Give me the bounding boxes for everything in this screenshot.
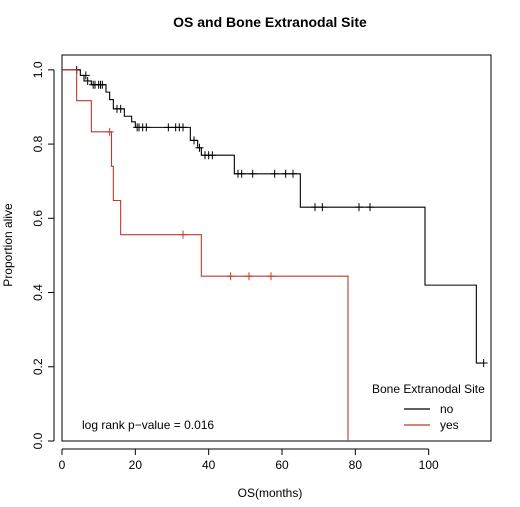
series-layer xyxy=(62,65,488,441)
y-tick-label: 0.8 xyxy=(31,135,45,152)
censor-mark-yes xyxy=(179,230,187,239)
y-tick-label: 0.4 xyxy=(31,284,45,301)
censor-mark-yes xyxy=(245,272,253,281)
log-rank-annotation: log rank p−value = 0.016 xyxy=(82,418,214,432)
censor-mark-no xyxy=(81,71,90,80)
censor-mark-no xyxy=(116,104,125,113)
legend-label-yes: yes xyxy=(440,418,459,432)
censor-mark-yes xyxy=(105,127,114,136)
legend-title: Bone Extranodal Site xyxy=(372,382,485,396)
censor-mark-yes xyxy=(226,272,235,281)
survival-curve-no xyxy=(62,69,484,364)
y-tick-label: 0.0 xyxy=(31,432,45,449)
censor-mark-no xyxy=(190,136,198,145)
y-tick-label: 0.6 xyxy=(31,210,45,227)
censor-mark-no xyxy=(479,359,488,368)
x-tick-label: 0 xyxy=(59,458,66,472)
censor-mark-no xyxy=(355,203,363,212)
censor-mark-no xyxy=(142,123,151,132)
censor-mark-no xyxy=(195,143,204,152)
x-tick-label: 40 xyxy=(202,458,216,472)
y-tick-label: 1.0 xyxy=(31,61,45,78)
censor-mark-no xyxy=(311,203,319,212)
x-tick-label: 60 xyxy=(275,458,289,472)
censor-mark-no xyxy=(98,80,107,89)
censor-mark-yes xyxy=(267,272,275,281)
censor-mark-no xyxy=(289,169,297,178)
censor-mark-no xyxy=(164,123,173,132)
censor-mark-no xyxy=(318,203,327,212)
censor-mark-no xyxy=(366,203,374,212)
y-tick-label: 0.2 xyxy=(31,358,45,375)
chart-title: OS and Bone Extranodal Site xyxy=(173,14,367,30)
censor-mark-no xyxy=(281,169,290,178)
censor-mark-no xyxy=(270,169,279,178)
plot-frame xyxy=(61,54,492,442)
legend-label-no: no xyxy=(440,402,454,416)
censor-mark-no xyxy=(248,169,257,178)
censor-mark-no xyxy=(237,169,246,178)
survival-curve-yes xyxy=(62,69,349,441)
x-tick-label: 20 xyxy=(129,458,143,472)
censor-mark-no xyxy=(208,151,217,160)
y-axis-label: Proportion alive xyxy=(1,203,15,287)
censor-mark-no xyxy=(83,76,92,85)
x-axis-label: OS(months) xyxy=(238,486,303,500)
x-tick-label: 100 xyxy=(419,458,439,472)
axes-layer: 0 20 40 60 80 100 0.0 0.2 0.4 0.6 0.8 1.0 xyxy=(31,61,439,472)
x-tick-label: 80 xyxy=(349,458,363,472)
legend: Bone Extranodal Site no yes xyxy=(372,382,485,432)
plot-box xyxy=(61,54,492,442)
censor-mark-no xyxy=(179,123,187,132)
